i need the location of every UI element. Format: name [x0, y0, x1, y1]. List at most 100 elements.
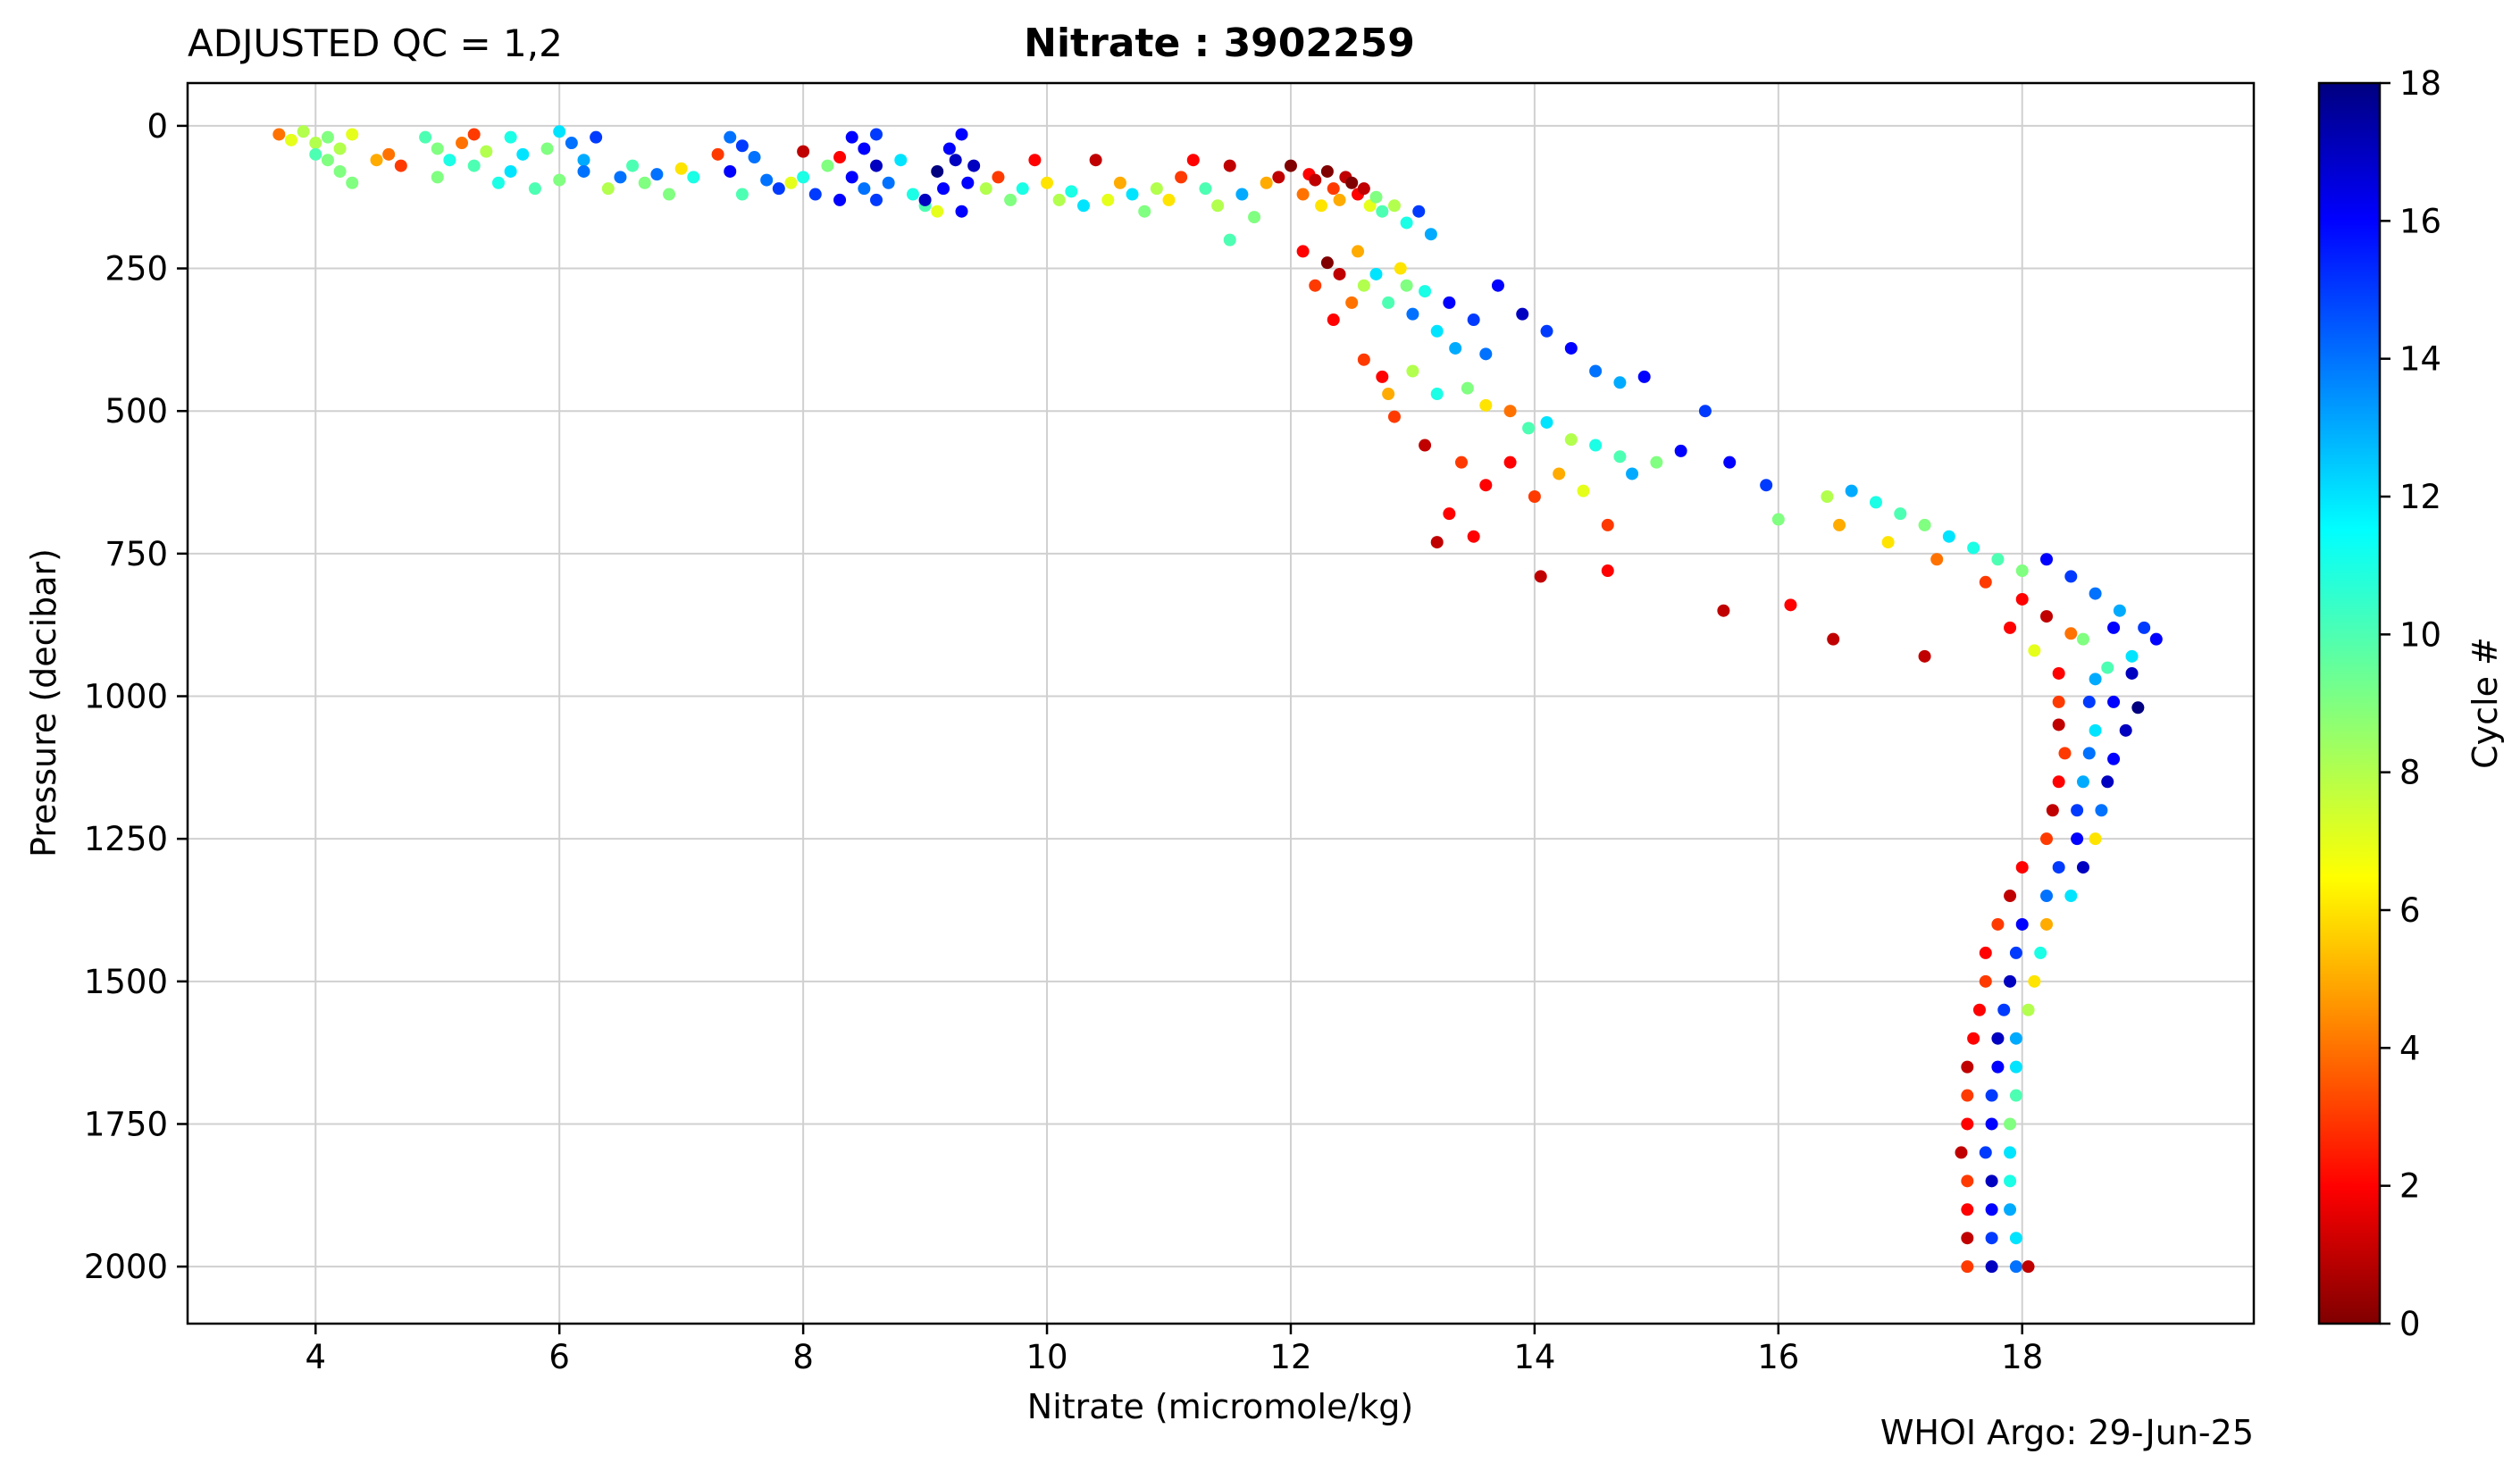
- data-point: [1352, 245, 1365, 258]
- data-point: [1382, 388, 1395, 401]
- data-point: [1199, 182, 1212, 196]
- data-point: [467, 159, 481, 172]
- data-point: [1650, 456, 1663, 469]
- data-point: [1004, 193, 1017, 206]
- colorbar-tick-label: 10: [2399, 615, 2441, 654]
- data-point: [1333, 267, 1346, 280]
- data-point: [491, 176, 505, 189]
- data-point: [528, 182, 541, 196]
- x-tick-label: 6: [548, 1338, 570, 1376]
- x-tick-label: 14: [1513, 1338, 1555, 1376]
- data-point: [1412, 205, 1426, 218]
- data-point: [431, 142, 444, 155]
- data-point: [1717, 604, 1730, 617]
- data-point: [1376, 370, 1389, 383]
- data-point: [480, 145, 493, 158]
- data-point: [309, 137, 322, 150]
- data-point: [297, 125, 310, 138]
- colorbar-tick-label: 16: [2399, 202, 2441, 240]
- data-point: [1327, 313, 1340, 327]
- data-point: [1016, 182, 1029, 196]
- data-point: [1284, 159, 1297, 172]
- data-point: [1564, 433, 1578, 447]
- y-tick-label: 2000: [84, 1248, 168, 1286]
- data-point: [833, 151, 847, 164]
- data-point: [2004, 1174, 2017, 1188]
- data-point: [1528, 490, 1541, 503]
- data-point: [663, 188, 676, 201]
- data-point: [1894, 507, 1907, 521]
- data-point: [2095, 804, 2108, 817]
- data-point: [2125, 666, 2139, 680]
- data-point: [504, 164, 517, 178]
- data-point: [1918, 518, 1931, 531]
- data-point: [967, 159, 981, 172]
- data-point: [431, 171, 444, 184]
- data-point: [1138, 205, 1151, 218]
- data-point: [321, 154, 334, 167]
- data-point: [2040, 890, 2054, 903]
- data-point: [2028, 974, 2041, 988]
- data-point: [1419, 439, 1432, 452]
- data-point: [735, 188, 749, 201]
- data-point: [1089, 154, 1102, 167]
- data-point: [650, 168, 664, 181]
- y-tick-label: 1000: [84, 678, 168, 716]
- data-point: [2004, 621, 2017, 634]
- data-point: [1637, 370, 1651, 383]
- data-point: [2009, 1232, 2022, 1245]
- data-point: [1601, 518, 1614, 531]
- data-point: [1430, 536, 1444, 549]
- left-title: ADJUSTED QC = 1,2: [188, 21, 563, 65]
- y-tick-label: 500: [105, 392, 168, 430]
- data-point: [1126, 188, 1139, 201]
- data-point: [1833, 518, 1846, 531]
- data-point: [797, 171, 810, 184]
- y-tick-label: 250: [105, 250, 168, 288]
- data-point: [1961, 1117, 1974, 1131]
- data-point: [1997, 1003, 2011, 1016]
- data-point: [1296, 188, 1310, 201]
- data-point: [1979, 575, 1992, 589]
- data-point: [735, 139, 749, 153]
- data-point: [2058, 747, 2072, 760]
- data-point: [456, 137, 469, 150]
- data-point: [1942, 530, 1955, 543]
- data-point: [443, 154, 456, 167]
- y-axis-label: Pressure (decibar): [24, 548, 63, 857]
- data-point: [2040, 917, 2054, 931]
- data-point: [942, 142, 956, 155]
- data-point: [821, 159, 834, 172]
- colorbar-label: Cycle #: [2466, 637, 2505, 769]
- data-point: [711, 147, 724, 161]
- data-point: [1985, 1117, 1998, 1131]
- data-point: [931, 164, 944, 178]
- data-point: [845, 171, 858, 184]
- data-point: [2015, 592, 2029, 606]
- data-point: [2009, 1089, 2022, 1102]
- data-point: [2022, 1260, 2035, 1274]
- data-point: [906, 188, 919, 201]
- data-point: [2082, 747, 2096, 760]
- footer-credit: WHOI Argo: 29-Jun-25: [1880, 1413, 2254, 1452]
- data-point: [467, 128, 481, 141]
- data-point: [2064, 890, 2078, 903]
- data-point: [1626, 467, 1639, 481]
- data-point: [992, 171, 1005, 184]
- data-point: [1985, 1260, 1998, 1274]
- data-point: [272, 128, 286, 141]
- data-point: [1400, 216, 1413, 230]
- data-point: [504, 130, 517, 144]
- data-point: [1443, 507, 1456, 521]
- data-point: [2009, 1060, 2022, 1074]
- data-point: [1248, 211, 1261, 224]
- data-point: [1400, 279, 1413, 292]
- data-point: [1260, 176, 1273, 189]
- data-point: [1369, 190, 1383, 204]
- data-point: [1296, 245, 1310, 258]
- data-point: [1376, 205, 1389, 218]
- data-point: [2009, 1260, 2022, 1274]
- data-point: [1443, 296, 1456, 309]
- data-point: [370, 154, 383, 167]
- data-point: [955, 205, 968, 218]
